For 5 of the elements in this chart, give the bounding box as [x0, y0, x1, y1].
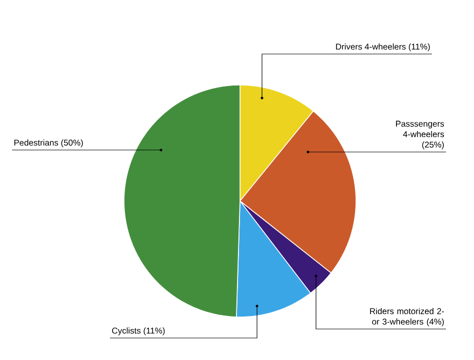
slice-label: Passsengers 4-wheelers (25%) [396, 120, 444, 150]
slice-label: Cyclists (11%) [112, 327, 165, 336]
slice-label: Pedestrians (50%) [14, 139, 83, 148]
slice-label: Riders motorized 2- or 3-wheelers (4%) [370, 308, 444, 326]
slice-label: Drivers 4-wheelers (11%) [336, 43, 430, 52]
